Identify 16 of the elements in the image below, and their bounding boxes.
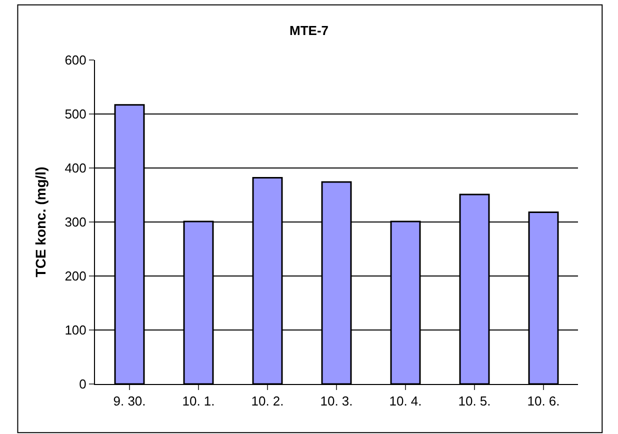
y-tick-label: 400	[64, 160, 86, 176]
y-tick-label: 200	[64, 268, 86, 284]
x-tick-label: 10. 5.	[458, 394, 491, 409]
chart-title: MTE-7	[290, 23, 328, 38]
x-tick-label: 10. 2.	[251, 394, 284, 409]
x-tick-label: 10. 3.	[320, 394, 353, 409]
x-tick-label: 10. 6.	[527, 394, 560, 409]
y-tick-label: 0	[79, 376, 86, 392]
y-tick-label: 100	[64, 322, 86, 338]
x-tick-label: 9. 30.	[113, 394, 146, 409]
y-tick-label: 300	[64, 214, 86, 230]
y-tick-label: 500	[64, 106, 86, 122]
x-tick-label: 10. 4.	[389, 394, 422, 409]
x-tick-label: 10. 1.	[182, 394, 215, 409]
y-axis-title: TCE konc. (mg/l)	[32, 166, 48, 278]
y-tick-label: 600	[64, 52, 86, 68]
